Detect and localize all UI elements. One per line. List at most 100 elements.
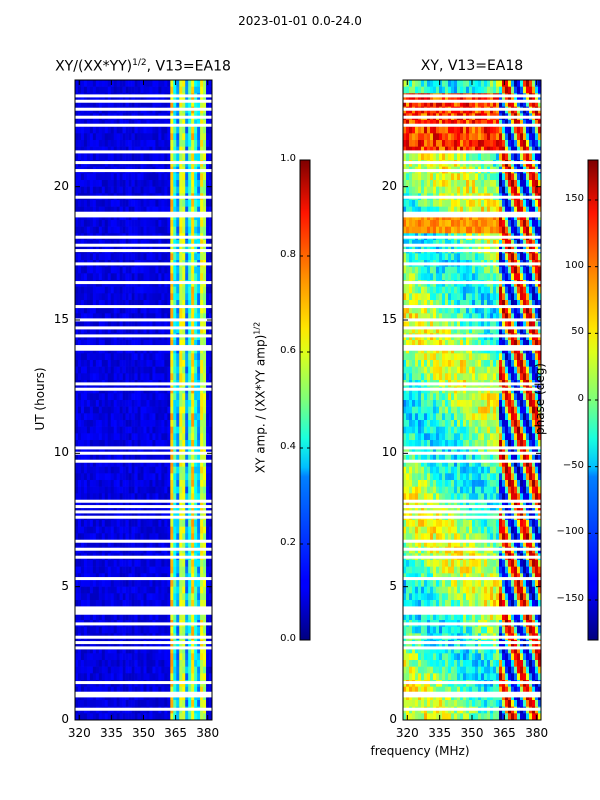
heatmap-cell xyxy=(77,480,82,487)
heatmap-cell xyxy=(98,366,103,374)
heatmap-cell xyxy=(511,120,515,127)
heatmap-cell xyxy=(203,500,207,507)
heatmap-cell xyxy=(161,200,165,207)
heatmap-cell xyxy=(146,713,150,721)
heatmap-cell xyxy=(152,240,156,247)
heatmap-cell xyxy=(167,653,171,661)
heatmap-cell xyxy=(520,100,524,107)
heatmap-cell xyxy=(167,226,171,234)
heatmap-cell xyxy=(119,566,123,574)
heatmap-cell xyxy=(104,373,109,381)
heatmap-cell xyxy=(110,646,115,654)
heatmap-cell xyxy=(188,526,192,534)
heatmap-cell xyxy=(194,506,198,514)
heatmap-cell xyxy=(107,253,112,261)
heatmap-cell xyxy=(167,306,171,314)
heatmap-cell xyxy=(194,406,198,414)
heatmap-cell xyxy=(409,86,413,94)
heatmap-cell xyxy=(203,353,207,361)
heatmap-cell xyxy=(122,393,126,401)
heatmap-cell xyxy=(155,146,159,154)
heatmap-cell xyxy=(140,520,144,527)
heatmap-cell xyxy=(83,660,88,667)
heatmap-cell xyxy=(206,340,210,347)
heatmap-cell xyxy=(143,400,147,407)
heatmap-cell xyxy=(80,646,85,654)
heatmap-cell xyxy=(95,700,100,707)
heatmap-cell xyxy=(176,566,180,574)
left-title-main: XY/(XX*YY) xyxy=(55,58,133,75)
heatmap-cell xyxy=(92,273,97,281)
heatmap-cell xyxy=(170,673,174,681)
heatmap-cell xyxy=(131,666,135,674)
heatmap-cell xyxy=(98,406,103,414)
heatmap-cell xyxy=(194,560,198,567)
heatmap-cell xyxy=(86,600,91,607)
heatmap-cell xyxy=(185,146,189,154)
heatmap-cell xyxy=(80,540,85,547)
heatmap-cell xyxy=(110,446,115,454)
heatmap-cell xyxy=(140,266,144,274)
heatmap-cell xyxy=(155,353,159,361)
heatmap-cell xyxy=(502,140,506,147)
heatmap-cell xyxy=(209,453,213,461)
heatmap-cell xyxy=(122,353,126,361)
heatmap-cell xyxy=(185,86,189,94)
heatmap-cell xyxy=(122,480,126,487)
heatmap-cell xyxy=(89,466,94,474)
heatmap-cell xyxy=(164,586,168,594)
heatmap-cell xyxy=(179,373,183,381)
heatmap-cell xyxy=(203,600,207,607)
heatmap-cell xyxy=(113,180,117,187)
heatmap-cell xyxy=(179,426,183,434)
heatmap-cell xyxy=(436,80,440,87)
heatmap-cell xyxy=(75,586,79,594)
heatmap-cell xyxy=(92,146,97,154)
heatmap-cell xyxy=(122,126,126,134)
heatmap-cell xyxy=(92,200,97,207)
heatmap-cell xyxy=(77,660,82,667)
heatmap-cell xyxy=(188,673,192,681)
heatmap-cell xyxy=(194,493,198,501)
heatmap-cell xyxy=(502,100,506,107)
heatmap-cell xyxy=(125,526,129,534)
heatmap-cell xyxy=(493,80,497,87)
heatmap-cell xyxy=(152,593,156,601)
heatmap-cell xyxy=(101,500,106,507)
heatmap-cell xyxy=(134,126,138,134)
heatmap-cell xyxy=(415,140,419,147)
heatmap-cell xyxy=(499,86,503,94)
heatmap-cell xyxy=(155,253,159,261)
heatmap-cell xyxy=(89,286,94,294)
heatmap-cell xyxy=(403,126,407,134)
heatmap-cell xyxy=(125,580,129,587)
heatmap-cell xyxy=(499,100,503,107)
heatmap-cell xyxy=(137,120,141,127)
heatmap-cell xyxy=(173,100,177,107)
heatmap-cell xyxy=(107,540,112,547)
heatmap-cell xyxy=(206,646,210,654)
heatmap-cell xyxy=(80,326,85,334)
heatmap-cell xyxy=(206,306,210,314)
heatmap-cell xyxy=(164,406,168,414)
heatmap-cell xyxy=(140,86,144,94)
heatmap-cell xyxy=(158,506,162,514)
heatmap-cell xyxy=(146,320,150,327)
heatmap-cell xyxy=(152,186,156,194)
heatmap-cell xyxy=(514,120,518,127)
heatmap-cell xyxy=(116,613,120,621)
heatmap-cell xyxy=(182,420,186,427)
heatmap-cell xyxy=(182,433,186,441)
heatmap-cell xyxy=(134,366,138,374)
heatmap-cell xyxy=(460,120,464,127)
heatmap-cell xyxy=(119,353,123,361)
heatmap-cell xyxy=(176,526,180,534)
heatmap-cell xyxy=(158,366,162,374)
heatmap-cell xyxy=(104,626,109,634)
heatmap-cell xyxy=(134,600,138,607)
heatmap-cell xyxy=(209,140,213,147)
heatmap-cell xyxy=(460,153,464,161)
heatmap-cell xyxy=(92,266,97,274)
heatmap-cell xyxy=(80,413,85,421)
heatmap-cell xyxy=(101,393,106,401)
